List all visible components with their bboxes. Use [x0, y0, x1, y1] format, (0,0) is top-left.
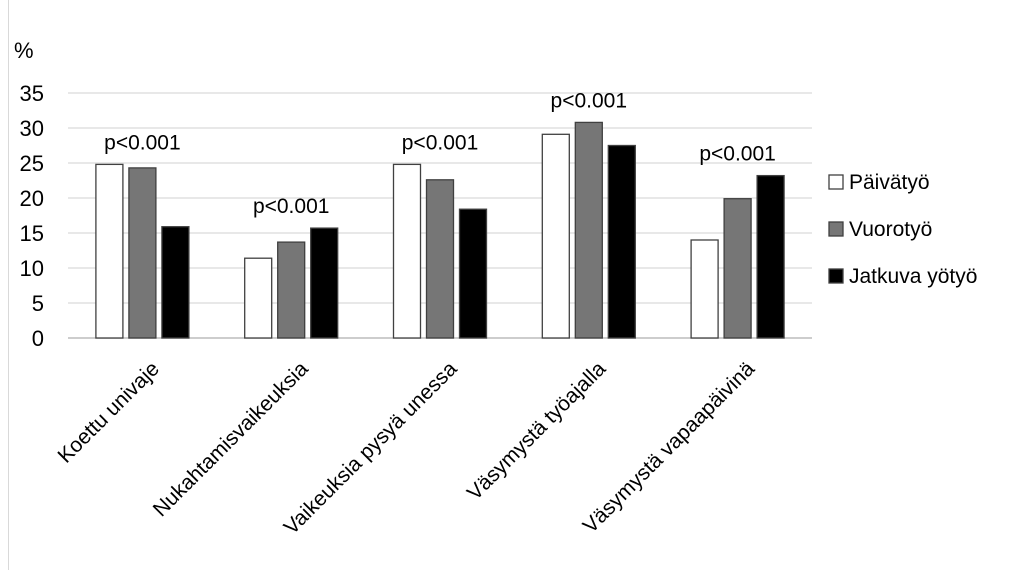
bars [95, 121, 785, 339]
bar-2 [425, 179, 455, 339]
y-axis-label: % [14, 38, 34, 63]
bar-2 [277, 241, 306, 339]
bar-1 [690, 239, 719, 339]
x-tick-label: Nukahtamisvaikeuksia [149, 357, 313, 521]
bar-1 [541, 133, 570, 339]
bar-1 [392, 163, 422, 339]
bar-2 [128, 167, 157, 339]
legend-swatch [828, 221, 844, 237]
bar-2 [574, 121, 603, 339]
p-value-label: p<0.001 [402, 131, 479, 154]
y-tick-label: 0 [32, 326, 44, 351]
legend-label: Vuorotyö [849, 218, 932, 241]
y-tick-label: 35 [20, 81, 44, 106]
legend-swatch [828, 174, 844, 190]
p-value-label: p<0.001 [104, 131, 181, 154]
x-tick-label: Väsymystä vapaapäivinä [579, 357, 760, 538]
y-tick-label: 30 [20, 116, 44, 141]
bar-3 [458, 208, 488, 339]
bar-2 [723, 198, 752, 339]
x-tick-labels: Koettu univajeNukahtamisvaikeuksiaVaikeu… [54, 357, 760, 539]
p-value-label: p<0.001 [699, 143, 776, 166]
bar-3 [161, 226, 190, 339]
y-tick-label: 20 [20, 186, 44, 211]
bar-1 [95, 163, 124, 339]
p-value-label: p<0.001 [551, 89, 628, 112]
legend-swatch [828, 268, 844, 284]
x-tick-label: Vaikeuksia pysyä unessa [280, 357, 462, 539]
annotations: p<0.001 p<0.001 p<0.001 p<0.001 p<0.001 [104, 89, 776, 218]
legend-label: Päivätyö [849, 171, 930, 194]
p-value-label: p<0.001 [253, 195, 330, 218]
legend: Päivätyö Vuorotyö Jatkuva yötyö [828, 171, 977, 288]
y-tick-label: 25 [20, 151, 44, 176]
y-tick-label: 5 [32, 291, 44, 316]
bar-3 [310, 227, 339, 339]
bar-3 [607, 144, 636, 339]
y-tick-labels: 0 5 10 15 20 25 30 35 [20, 81, 44, 351]
x-tick-label: Väsymystä työajalla [463, 357, 611, 505]
frame-left-line [8, 0, 9, 570]
legend-label: Jatkuva yötyö [849, 265, 977, 288]
y-tick-label: 15 [20, 221, 44, 246]
bar-3 [756, 174, 785, 339]
x-tick-label: Koettu univaje [54, 357, 164, 467]
bar-1 [244, 257, 273, 339]
y-tick-label: 10 [20, 256, 44, 281]
